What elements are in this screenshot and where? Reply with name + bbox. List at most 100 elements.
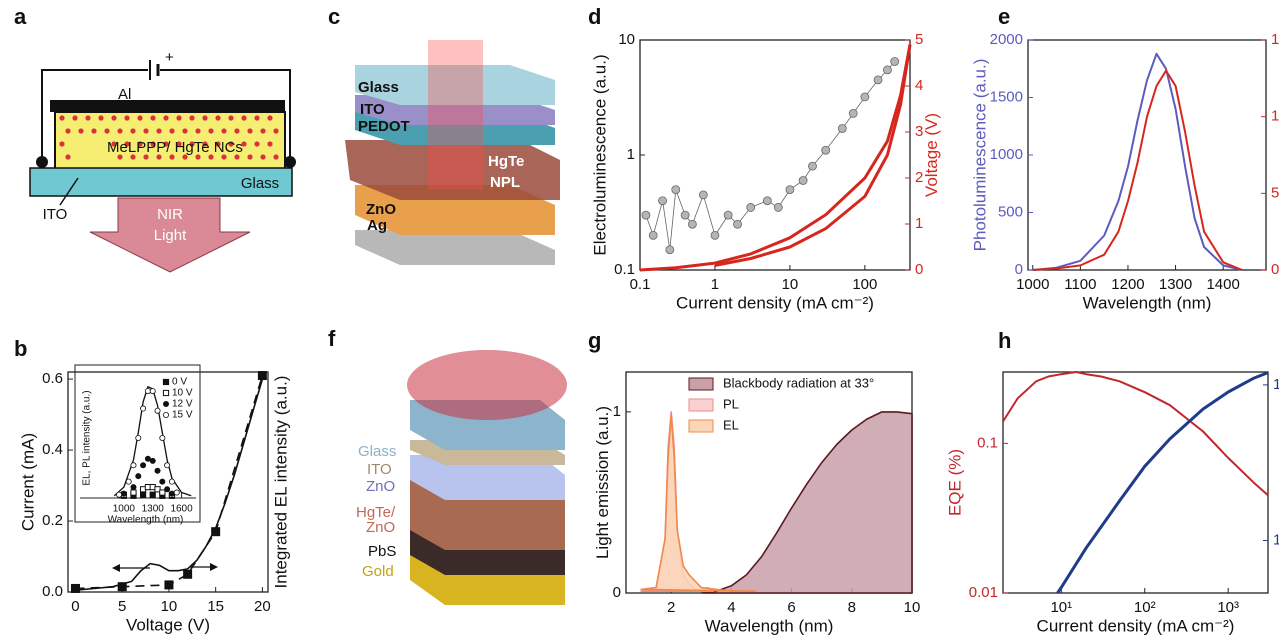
layer-label: NPL [490, 174, 520, 191]
panel-label: d [588, 4, 601, 29]
nanocrystal [169, 154, 175, 160]
wire [41, 69, 148, 160]
y2-tick-label: 100 [1271, 108, 1279, 125]
marker [641, 210, 651, 220]
plot-frame [67, 371, 269, 593]
nanocrystal [111, 115, 117, 121]
nanocrystal [150, 115, 156, 121]
nanocrystal [98, 115, 104, 121]
nanocrystal [163, 115, 169, 121]
nanocrystal [273, 154, 279, 160]
marker [164, 486, 171, 493]
x-tick-label: 1000 [1016, 276, 1049, 293]
y-axis-label: Photoluminescence (a.u.) [970, 59, 989, 252]
layer [410, 455, 565, 500]
x-axis-label: Wavelength (nm) [1083, 293, 1212, 312]
x-tick-label: 10¹ [1050, 599, 1072, 616]
marker [130, 462, 137, 469]
layer-label: ITO [360, 101, 385, 118]
x-tick-label: 6 [787, 599, 795, 616]
y2-axis-label: Integrated EL intensity (a.u.) [271, 376, 290, 589]
pointer [59, 177, 79, 206]
label: Al [118, 86, 131, 103]
marker [159, 489, 166, 496]
marker [733, 219, 742, 229]
layer-label: ZnO [366, 201, 396, 218]
marker [257, 371, 267, 381]
x-tick-label: 1400 [1206, 276, 1239, 293]
y-tick-label: 0.01 [969, 584, 998, 601]
panel-label: f [328, 326, 336, 351]
nanocrystal [117, 154, 123, 160]
polarity: + [165, 49, 174, 66]
x-tick-label: 0 [71, 598, 79, 615]
y-tick-label: 1 [627, 146, 635, 163]
y2-tick-label: 10⁻¹ [1273, 531, 1279, 548]
light-arrow [89, 197, 251, 273]
panel-label: c [328, 4, 340, 29]
nanocrystal [215, 115, 221, 121]
nanocrystal [59, 141, 65, 147]
nanocrystal [111, 141, 117, 147]
marker [890, 57, 900, 66]
line [75, 375, 264, 590]
line [1032, 69, 1243, 271]
marker [183, 569, 193, 579]
marker [860, 92, 870, 102]
legend-swatch [162, 400, 169, 407]
marker [680, 210, 690, 220]
nanocrystal [208, 154, 214, 160]
y2-tick-label: 4 [915, 77, 923, 94]
nanocrystal [254, 141, 260, 147]
legend-swatch [162, 389, 170, 397]
x-tick-label: 5 [118, 598, 126, 615]
line [1002, 371, 1269, 497]
layer-label: ITO [367, 461, 392, 478]
nanocrystal [267, 115, 273, 121]
nanocrystal [260, 154, 266, 160]
label: ITO [43, 206, 68, 223]
nanocrystal [150, 141, 156, 147]
panel-label: h [998, 328, 1011, 353]
y2-tick-label: 1 [915, 215, 923, 232]
nanocrystal [124, 115, 130, 121]
legend-swatch [162, 411, 169, 418]
nanocrystal [215, 141, 221, 147]
nanocrystal [189, 141, 195, 147]
layer-label: HgTe/ [356, 504, 396, 521]
emission [407, 350, 567, 420]
x-tick-label: 1300 [1159, 276, 1192, 293]
nanocrystal [156, 128, 162, 134]
nanocrystal [65, 154, 71, 160]
line [714, 44, 912, 267]
x-tick-label: 15 [207, 598, 224, 615]
x-axis-label: Current density (mA cm⁻²) [676, 293, 874, 312]
marker [698, 190, 708, 200]
marker [837, 124, 847, 133]
marker [671, 185, 681, 195]
y-tick-label: 1000 [990, 146, 1023, 163]
nanocrystal [267, 141, 273, 147]
marker [117, 582, 127, 592]
label: Glass [241, 175, 279, 192]
x-tick-label: 1 [711, 276, 719, 293]
x-tick-label: 1200 [1111, 276, 1144, 293]
panel-label: a [14, 4, 27, 29]
marker [70, 583, 80, 593]
marker [168, 478, 175, 485]
y-axis-label: Light emission (a.u.) [593, 406, 612, 559]
legend-label: 10 V [172, 388, 193, 399]
y-tick-label: 1 [613, 403, 621, 420]
x-tick-label: 1100 [1064, 276, 1096, 293]
marker [883, 65, 892, 75]
nanocrystal [169, 128, 175, 134]
arrow [210, 563, 218, 571]
nanocrystal [241, 115, 247, 121]
x-tick-label: 0.1 [630, 276, 651, 293]
wire [160, 69, 291, 160]
nanocrystal [234, 154, 240, 160]
x-tick-label: 10 [782, 276, 799, 293]
x-tick-label: 4 [727, 599, 735, 616]
legend-swatch [162, 378, 170, 386]
marker [211, 527, 221, 537]
